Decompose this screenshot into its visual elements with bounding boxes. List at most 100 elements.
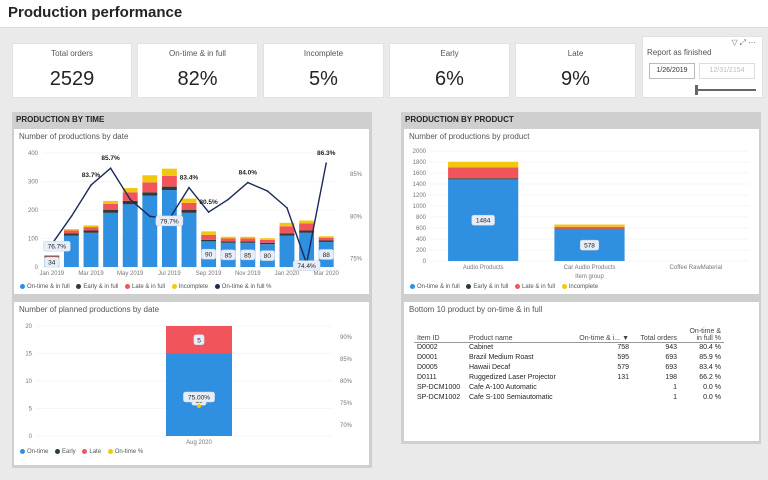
- legend-dot-icon: [466, 284, 472, 289]
- bar-segment: [63, 233, 79, 236]
- legend-item: On-time: [20, 449, 48, 455]
- data-label: 34: [48, 260, 56, 267]
- table-cell: [570, 383, 632, 393]
- table-bottom-products[interactable]: Bottom 10 product by on-time & in full I…: [404, 302, 759, 441]
- line-label: 84.0%: [239, 170, 258, 177]
- y2-tick-label: 80%: [350, 214, 363, 220]
- sort-descending-icon[interactable]: ▼: [622, 334, 629, 342]
- legend-dot-icon: [214, 284, 220, 289]
- legend-dot-icon: [76, 284, 82, 289]
- table-cell: 693: [665, 363, 677, 371]
- bar-segment: [448, 161, 519, 168]
- bar-segment: [554, 228, 625, 230]
- bar-segment: [448, 167, 519, 179]
- data-label-bg: [240, 249, 256, 261]
- bar-segment: [83, 225, 99, 228]
- bar-segment: [122, 188, 138, 193]
- bar-segment: [161, 175, 177, 187]
- legend-item: Early & in full: [466, 284, 508, 290]
- table-cell: D0111: [417, 373, 437, 381]
- table-cell: Cafe S-100 Semiautomatic: [469, 393, 553, 401]
- legend-item: On-time & in full: [410, 284, 460, 290]
- table-row[interactable]: D0111 Ruggedized Laser Projector 131 198 66.…: [414, 373, 724, 383]
- chart-legend[interactable]: On-time & in full Early & in full Late &…: [410, 284, 603, 290]
- chart-title: Number of productions by product: [409, 132, 530, 141]
- bar-segment: [554, 224, 625, 227]
- y-tick-label: 0: [29, 434, 33, 440]
- bar-segment: [279, 235, 295, 267]
- legend-label: Incomplete: [568, 284, 599, 291]
- bar-segment: [63, 229, 79, 231]
- end-date-input[interactable]: 12/31/2154: [699, 63, 755, 79]
- bar-segment: [181, 198, 197, 203]
- slider-handle[interactable]: [695, 85, 698, 95]
- column-header-sorted[interactable]: On-time & i... ▼: [570, 322, 632, 343]
- kpi-card-early[interactable]: Early 6%: [389, 43, 510, 98]
- more-options-icon[interactable]: ⋯: [748, 38, 758, 47]
- bar-segment: [161, 168, 177, 176]
- line-label: 74.4%: [297, 263, 316, 270]
- bar-segment: [279, 222, 295, 227]
- table-cell: 693: [665, 353, 677, 361]
- kpi-card-late[interactable]: Late 9%: [515, 43, 636, 98]
- column-header[interactable]: On-time & in full %: [680, 322, 724, 343]
- data-label-bg: [318, 249, 334, 260]
- table-cell: Ruggedized Laser Projector: [469, 373, 556, 381]
- y-tick-label: 20: [25, 324, 32, 330]
- chart-productions-by-date[interactable]: Number of productions by date 0 100 200 300…: [14, 129, 369, 294]
- table-row[interactable]: D0002 Cabinet 758 943 80.4 %: [414, 342, 724, 353]
- line-label-bg: [155, 215, 184, 227]
- table-cell: 131: [617, 373, 629, 381]
- kpi-card-on-time[interactable]: On-time & in full 82%: [137, 43, 258, 98]
- bar-segment: [318, 236, 334, 238]
- kpi-card-total-orders[interactable]: Total orders 2529: [12, 43, 132, 98]
- legend-label: On-time & in full: [27, 284, 70, 291]
- slider-track[interactable]: [697, 89, 756, 91]
- line-label: 79.7%: [160, 218, 179, 225]
- line-label-bg: [43, 240, 71, 252]
- kpi-card-incomplete[interactable]: Incomplete 5%: [263, 43, 384, 98]
- line-point: [227, 198, 229, 201]
- chart-productions-by-product[interactable]: Number of productions by product 0 200 400…: [404, 129, 759, 294]
- y2-tick-label: 80%: [340, 379, 353, 385]
- legend-dot-icon: [125, 284, 131, 289]
- chart-title: Number of planned productions by date: [19, 305, 160, 314]
- table-cell: 1: [673, 393, 677, 401]
- column-header[interactable]: Product name: [466, 322, 570, 343]
- date-slicer[interactable]: ▽⤢⋯ Report as finished 1/26/2019 12/31/2…: [642, 36, 763, 98]
- table-cell: 579: [617, 363, 629, 371]
- legend-label: Early & in full: [83, 284, 119, 291]
- section-production-by-time: PRODUCTION BY TIME Number of productions…: [12, 112, 372, 468]
- chart-legend[interactable]: On-time Early Late On-time %: [20, 449, 148, 455]
- bar-segment: [44, 255, 60, 256]
- legend-item: Late & in full: [125, 284, 165, 290]
- focus-mode-icon[interactable]: ⤢: [739, 38, 748, 47]
- table-row[interactable]: D0005 Hawaii Decaf 579 693 83.4 %: [414, 363, 724, 373]
- chart-legend[interactable]: On-time & in full Early & in full Late &…: [20, 284, 276, 290]
- legend-item: Early: [55, 449, 76, 455]
- line-point: [197, 404, 201, 408]
- table-cell: Brazil Medium Roast: [469, 353, 534, 361]
- start-date-input[interactable]: 1/26/2019: [649, 63, 695, 79]
- bar-segment: [142, 192, 158, 196]
- data-label: 80: [264, 253, 272, 260]
- column-header[interactable]: Total orders: [632, 322, 680, 343]
- bar-segment: [299, 223, 315, 231]
- table-cell: 1: [673, 383, 677, 391]
- filter-icon[interactable]: ▽: [731, 38, 740, 47]
- chart-planned-productions[interactable]: Number of planned productions by date 0 5…: [14, 302, 369, 465]
- data-label-bg: [44, 256, 60, 268]
- data-label-bg: [220, 249, 236, 261]
- kpi-value: 5%: [309, 68, 338, 90]
- section-title: PRODUCTION BY TIME: [16, 115, 105, 124]
- table-row[interactable]: D0001 Brazil Medium Roast 595 693 85.9 %: [414, 353, 724, 363]
- table-row[interactable]: SP-DCM1002 Cafe S-100 Semiautomatic 1 0.0 %: [414, 393, 724, 403]
- bar-segment: [259, 242, 275, 245]
- table-row[interactable]: SP-DCM1000 Cafe A-100 Automatic 1 0.0 %: [414, 383, 724, 393]
- column-header[interactable]: Item ID: [414, 322, 466, 343]
- legend-label: On-time: [27, 449, 49, 456]
- x-tick-label: Car Audio Products: [564, 265, 616, 271]
- bar-segment: [240, 241, 256, 243]
- y2-tick-label: 85%: [350, 172, 363, 178]
- bar-segment: [554, 226, 625, 229]
